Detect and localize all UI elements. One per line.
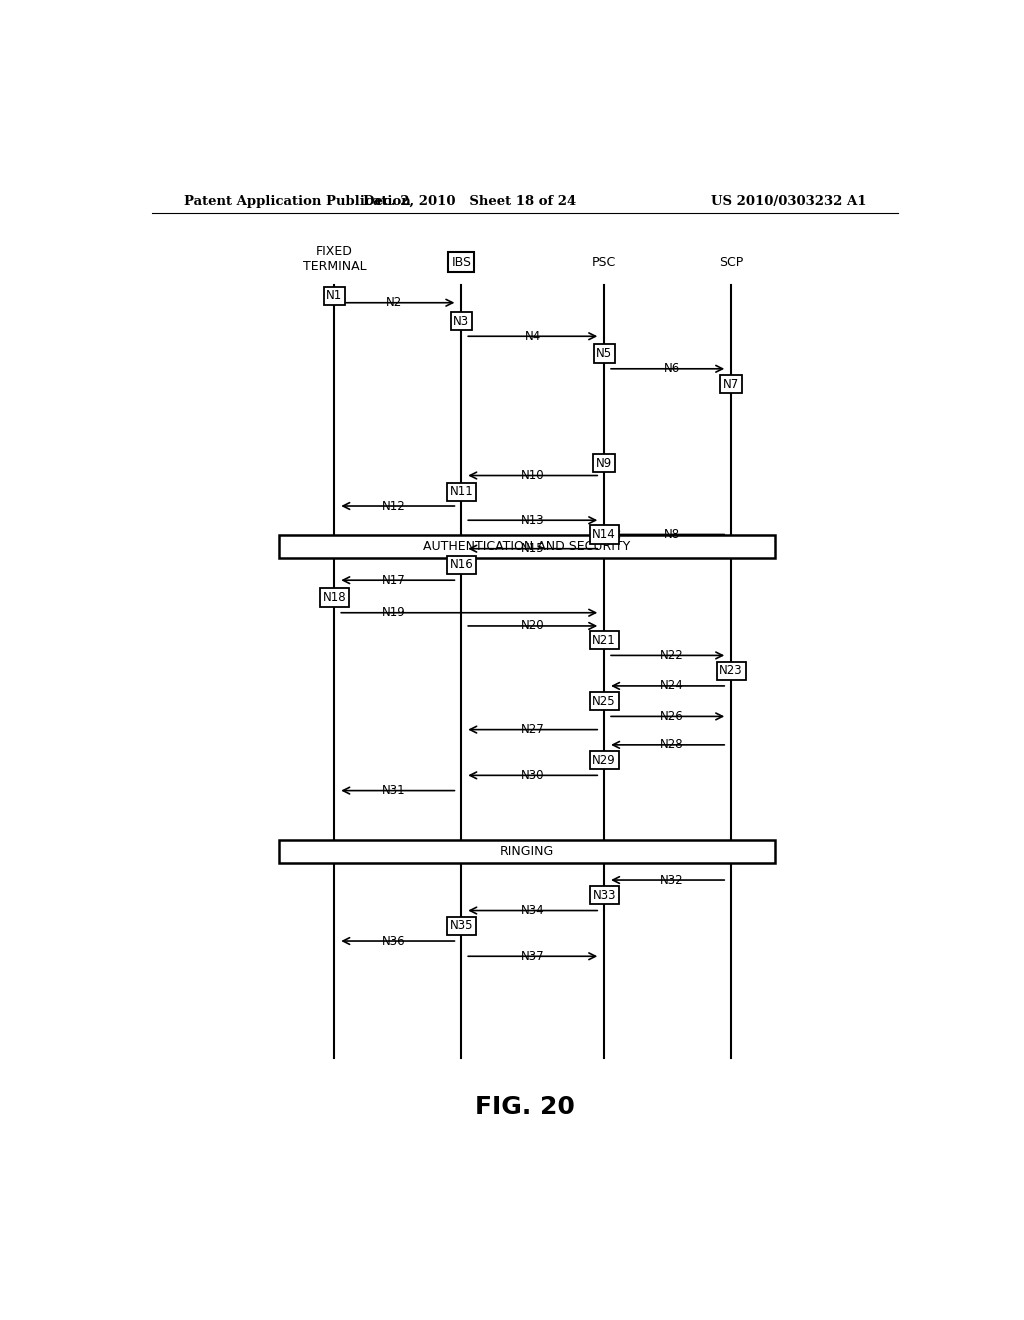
Text: N31: N31	[382, 784, 406, 797]
Text: FIXED: FIXED	[315, 246, 353, 257]
Text: N23: N23	[719, 664, 743, 677]
Text: N2: N2	[386, 296, 402, 309]
Text: N6: N6	[664, 362, 680, 375]
Text: N37: N37	[521, 950, 545, 962]
Text: N22: N22	[659, 649, 683, 661]
Text: N18: N18	[323, 591, 346, 605]
Text: N30: N30	[521, 768, 545, 781]
Text: N3: N3	[454, 314, 469, 327]
Text: N24: N24	[659, 680, 683, 693]
Text: Patent Application Publication: Patent Application Publication	[183, 194, 411, 207]
Text: N14: N14	[592, 528, 616, 541]
Text: TERMINAL: TERMINAL	[302, 260, 367, 273]
Text: N12: N12	[382, 499, 406, 512]
Text: N20: N20	[521, 619, 545, 632]
Text: N35: N35	[450, 919, 473, 932]
Text: N36: N36	[382, 935, 406, 948]
Text: N11: N11	[450, 486, 473, 498]
Text: IBS: IBS	[452, 256, 471, 268]
Text: N10: N10	[521, 469, 545, 482]
Text: N9: N9	[596, 457, 612, 470]
Text: RINGING: RINGING	[500, 845, 554, 858]
Text: N25: N25	[592, 694, 616, 708]
Text: N27: N27	[521, 723, 545, 737]
Text: Dec. 2, 2010   Sheet 18 of 24: Dec. 2, 2010 Sheet 18 of 24	[362, 194, 575, 207]
Text: N28: N28	[659, 738, 683, 751]
Text: US 2010/0303232 A1: US 2010/0303232 A1	[711, 194, 866, 207]
Text: N4: N4	[524, 330, 541, 343]
Text: N7: N7	[723, 378, 739, 391]
Text: N1: N1	[327, 289, 342, 302]
FancyBboxPatch shape	[279, 841, 775, 863]
Text: N13: N13	[521, 513, 545, 527]
Text: N19: N19	[382, 606, 406, 619]
Text: AUTHENTICATION AND SECURITY: AUTHENTICATION AND SECURITY	[423, 540, 631, 553]
FancyBboxPatch shape	[279, 536, 775, 558]
Text: N16: N16	[450, 558, 473, 572]
Text: N17: N17	[382, 574, 406, 586]
Text: FIG. 20: FIG. 20	[475, 1094, 574, 1119]
Text: PSC: PSC	[592, 256, 616, 268]
Text: N29: N29	[592, 754, 616, 767]
Text: SCP: SCP	[719, 256, 743, 268]
Text: N34: N34	[521, 904, 545, 917]
Text: N15: N15	[521, 543, 545, 556]
Text: N32: N32	[659, 874, 683, 887]
Text: N8: N8	[664, 528, 680, 541]
Text: N26: N26	[659, 710, 683, 723]
Text: N21: N21	[592, 634, 616, 647]
Text: N33: N33	[593, 888, 615, 902]
Text: N5: N5	[596, 347, 612, 360]
